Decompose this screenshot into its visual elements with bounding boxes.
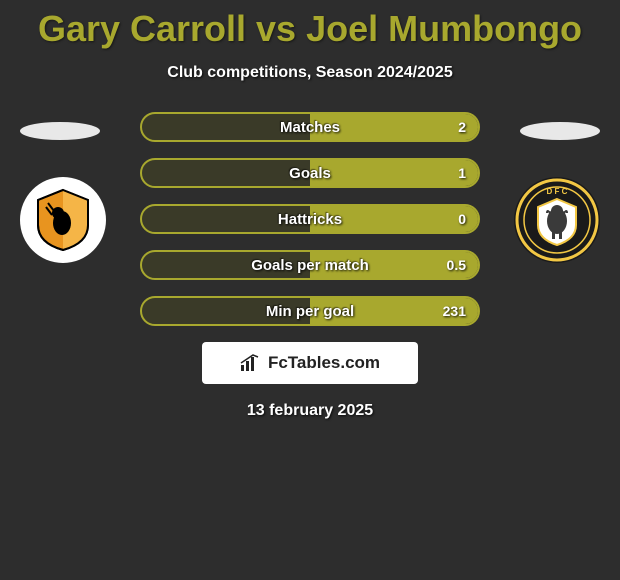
alloa-athletic-crest-icon — [20, 177, 106, 263]
subtitle: Club competitions, Season 2024/2025 — [0, 64, 620, 82]
player-left-oval — [20, 122, 100, 140]
stat-row: Hattricks 0 — [140, 204, 480, 234]
stat-row: Min per goal 231 — [140, 296, 480, 326]
player-right-oval — [520, 122, 600, 140]
stats-list: Matches 2 Goals 1 Hattricks 0 Goals per … — [140, 112, 480, 326]
date-label: 13 february 2025 — [0, 402, 620, 420]
stat-row: Matches 2 — [140, 112, 480, 142]
stat-value-right: 0 — [458, 206, 466, 232]
stat-value-right: 0.5 — [447, 252, 466, 278]
stat-label: Min per goal — [142, 298, 478, 324]
club-crest-right: D F C — [514, 177, 600, 263]
page-title: Gary Carroll vs Joel Mumbongo — [0, 0, 620, 50]
comparison-panel: D F C Matches 2 Goals 1 — [0, 112, 620, 420]
stat-value-right: 1 — [458, 160, 466, 186]
stat-label: Matches — [142, 114, 478, 140]
stat-label: Hattricks — [142, 206, 478, 232]
svg-text:D F C: D F C — [547, 187, 568, 196]
dumbarton-fc-crest-icon: D F C — [514, 177, 600, 263]
watermark: FcTables.com — [202, 342, 418, 384]
stat-row: Goals 1 — [140, 158, 480, 188]
stat-row: Goals per match 0.5 — [140, 250, 480, 280]
stat-label: Goals — [142, 160, 478, 186]
stat-value-right: 231 — [443, 298, 466, 324]
club-crest-left — [20, 177, 106, 263]
stat-label: Goals per match — [142, 252, 478, 278]
chart-icon — [240, 354, 262, 372]
stat-value-right: 2 — [458, 114, 466, 140]
watermark-text: FcTables.com — [268, 353, 380, 373]
